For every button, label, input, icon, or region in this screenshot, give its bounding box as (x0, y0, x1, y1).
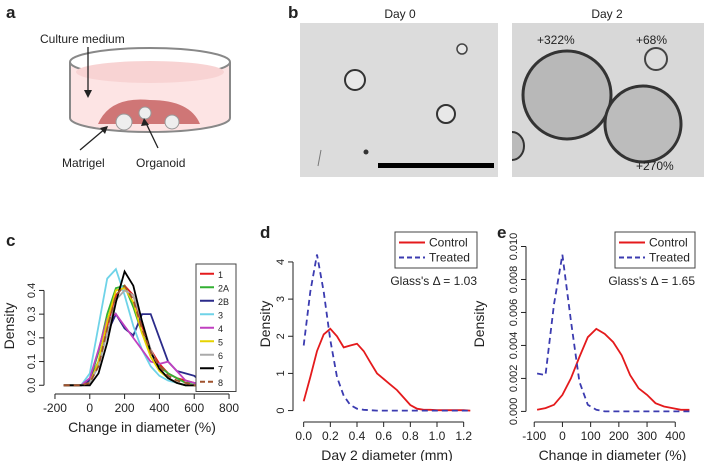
y-tick-label: 0.3 (26, 306, 38, 321)
y-tick-label: 0.1 (26, 354, 38, 369)
day-label: Day 2 (591, 7, 623, 21)
y-axis-label: Density (471, 301, 487, 348)
x-tick-label: 200 (115, 401, 135, 415)
x-axis-label: Change in diameter (%) (539, 447, 687, 461)
x-tick-label: 0.4 (349, 429, 366, 443)
legend-label: Treated (429, 251, 470, 265)
x-tick-label: 400 (149, 401, 169, 415)
x-tick-label: 1.0 (429, 429, 446, 443)
y-tick-label: 1 (275, 370, 287, 376)
x-axis-label: Day 2 diameter (mm) (321, 447, 452, 461)
legend-label: Treated (649, 251, 690, 265)
y-axis-label: Density (1, 303, 17, 350)
x-tick-label: 0.0 (295, 429, 312, 443)
growth-label: +270% (636, 159, 674, 173)
density-line (63, 312, 221, 387)
y-tick-label: 0.000 (508, 398, 520, 426)
y-axis-label: Density (257, 301, 273, 348)
x-tick-label: 800 (219, 401, 239, 415)
label-organoid: Organoid (136, 156, 185, 170)
legend-label: 7 (218, 364, 223, 374)
y-tick-label: 4 (275, 259, 287, 265)
legend-label: 5 (218, 337, 223, 347)
panel-label: e (497, 223, 506, 242)
y-tick-label: 0.002 (508, 365, 520, 393)
density-line (536, 327, 690, 411)
growth-label: +322% (537, 33, 575, 47)
y-tick-label: 2 (275, 333, 287, 339)
density-line (63, 312, 221, 387)
x-tick-label: 400 (665, 429, 685, 443)
legend-box (394, 231, 478, 269)
y-tick-label: 0.008 (508, 266, 520, 294)
label-medium: Culture medium (40, 32, 125, 46)
legend-box (614, 231, 696, 269)
x-tick-label: 0.6 (375, 429, 392, 443)
micrograph-day0 (300, 23, 498, 177)
density-line (536, 254, 690, 413)
y-tick-label: 0.4 (26, 283, 38, 298)
panel-label: c (6, 231, 15, 250)
y-tick-label: 0.2 (26, 330, 38, 345)
y-tick-label: 0 (275, 408, 287, 414)
x-tick-label: -100 (522, 429, 546, 443)
y-tick-label: 3 (275, 296, 287, 302)
legend-label: 2B (218, 297, 229, 307)
x-tick-label: 100 (581, 429, 601, 443)
density-line (63, 284, 221, 387)
y-tick-label: 0.004 (508, 332, 520, 360)
x-axis-label: Change in diameter (%) (68, 419, 216, 435)
growth-label: +68% (636, 33, 667, 47)
x-tick-label: -200 (43, 401, 67, 415)
day-label: Day 0 (384, 7, 416, 21)
y-tick-label: 0.006 (508, 299, 520, 327)
legend-label: 3 (218, 310, 223, 320)
annotation: Glass's Δ = 1.03 (390, 274, 477, 288)
panel-label: a (6, 3, 16, 22)
panel-label: b (288, 3, 298, 22)
x-tick-label: 1.2 (455, 429, 472, 443)
x-tick-label: 0.2 (322, 429, 339, 443)
legend-label: 8 (218, 378, 223, 388)
x-tick-label: 0.8 (402, 429, 419, 443)
label-matrigel: Matrigel (62, 156, 105, 170)
panel-label: d (260, 223, 270, 242)
legend-label: Control (429, 236, 468, 250)
y-tick-label: 0.0 (26, 378, 38, 393)
legend-label: 1 (218, 270, 223, 280)
x-tick-label: 300 (637, 429, 657, 443)
x-tick-label: 600 (184, 401, 204, 415)
dish-diagram (69, 47, 231, 151)
legend-box (195, 263, 237, 392)
legend-label: 2A (218, 283, 229, 293)
annotation: Glass's Δ = 1.65 (608, 274, 695, 288)
density-line (302, 327, 471, 412)
x-tick-label: 0 (86, 401, 93, 415)
y-tick-label: 0.010 (508, 233, 520, 261)
micrograph-day2 (511, 23, 704, 177)
legend-label: 6 (218, 351, 223, 361)
x-tick-label: 200 (609, 429, 629, 443)
x-tick-label: 0 (559, 429, 566, 443)
legend-label: 4 (218, 324, 223, 334)
density-line (302, 254, 471, 412)
legend-label: Control (649, 236, 688, 250)
